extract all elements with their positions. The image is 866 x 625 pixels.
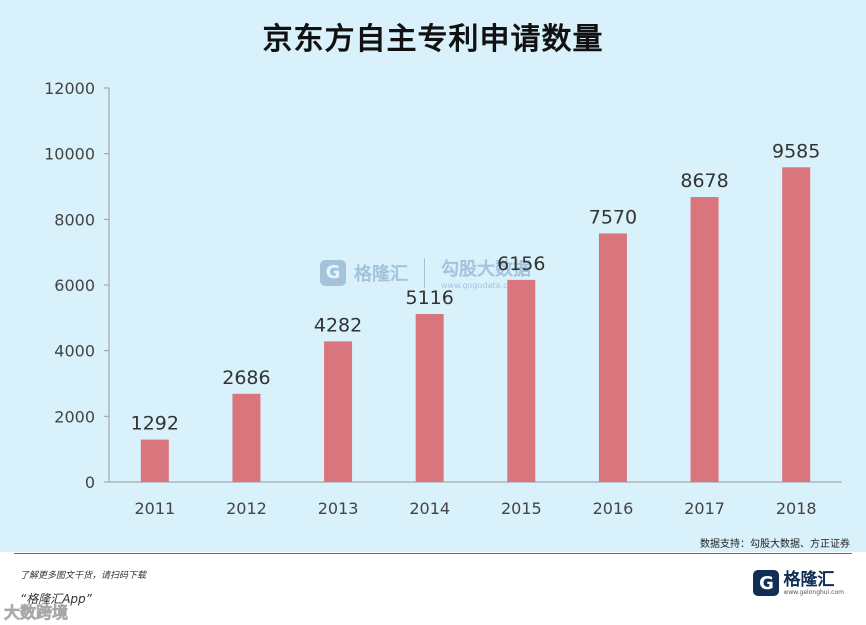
data-label: 6156 — [497, 253, 545, 275]
footer-watermark: 大数跨境 — [4, 603, 69, 623]
bar — [324, 341, 353, 482]
x-tick-label: 2015 — [501, 499, 542, 518]
x-tick-label: 2011 — [134, 499, 175, 518]
watermark-separator — [424, 257, 425, 288]
x-tick-label: 2012 — [226, 499, 267, 518]
data-label: 4282 — [314, 314, 362, 336]
footer-divider — [14, 553, 852, 554]
brand-logo: G 格隆汇 www.gelonghui.com — [753, 570, 844, 596]
x-tick-label: 2014 — [409, 499, 450, 518]
y-tick-label: 0 — [85, 473, 95, 492]
y-tick-label: 2000 — [54, 407, 95, 426]
data-label: 8678 — [680, 170, 728, 192]
bar — [690, 197, 719, 482]
x-tick-label: 2018 — [776, 499, 817, 518]
footer-app-name: “格隆汇App” — [20, 592, 92, 606]
footer-note: 了解更多图文干货，请扫码下载 — [20, 571, 147, 581]
x-tick-label: 2016 — [593, 499, 634, 518]
y-tick-label: 8000 — [54, 210, 95, 229]
source-note: 数据支持：勾股大数据、方正证券 — [700, 539, 850, 550]
watermark-url: www.gogudata.com — [441, 281, 521, 290]
data-label: 1292 — [131, 413, 179, 435]
bar — [415, 314, 444, 482]
data-label: 2686 — [222, 367, 270, 389]
x-tick-label: 2013 — [318, 499, 359, 518]
watermark-name: 格隆汇 — [354, 263, 408, 285]
y-tick-label: 12000 — [44, 79, 95, 98]
bar — [507, 279, 536, 482]
chart-title: 京东方自主专利申请数量 — [262, 22, 604, 57]
x-tick-label: 2017 — [684, 499, 725, 518]
watermark-brand: 勾股大数据 — [441, 259, 531, 280]
data-label: 7570 — [589, 206, 637, 228]
bar — [140, 439, 169, 482]
bar — [232, 393, 261, 482]
data-label: 9585 — [772, 140, 820, 162]
watermark-logo-icon: G — [320, 259, 346, 286]
y-tick-label: 4000 — [54, 342, 95, 361]
brand-name: 格隆汇 — [783, 569, 835, 590]
brand-logo-icon: G — [753, 570, 780, 596]
y-tick-label: 6000 — [54, 276, 95, 295]
data-label: 5116 — [406, 287, 454, 309]
center-watermark: G 格隆汇 勾股大数据 www.gogudata.com — [320, 255, 531, 290]
y-tick-label: 10000 — [44, 145, 95, 164]
brand-url: www.gelonghui.com — [783, 588, 844, 596]
bar-chart: 0 2000 4000 6000 8000 10000 12000 2011 1292 2012 2… — [44, 79, 842, 518]
bar — [782, 167, 811, 483]
bar — [598, 233, 627, 482]
